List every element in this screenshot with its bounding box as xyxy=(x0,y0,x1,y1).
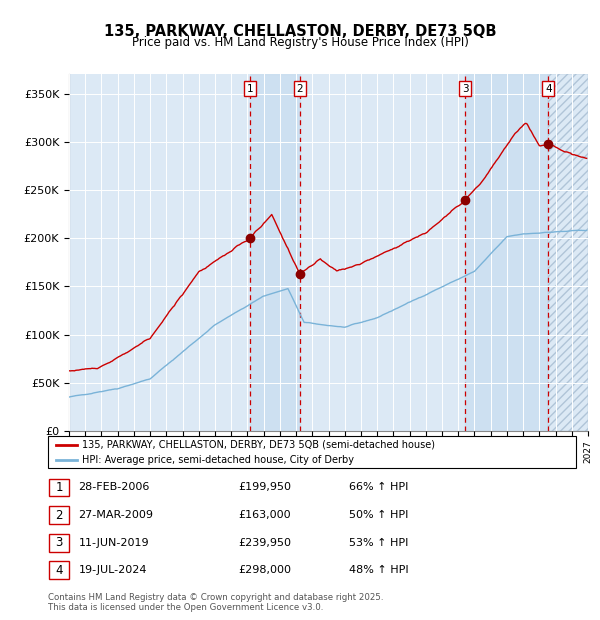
Text: 66% ↑ HPI: 66% ↑ HPI xyxy=(349,482,409,492)
Text: 27-MAR-2009: 27-MAR-2009 xyxy=(79,510,154,520)
Text: 4: 4 xyxy=(545,84,551,94)
Text: £298,000: £298,000 xyxy=(238,565,291,575)
Text: 3: 3 xyxy=(55,536,63,549)
Text: 2: 2 xyxy=(55,508,63,521)
FancyBboxPatch shape xyxy=(49,506,69,524)
Text: 4: 4 xyxy=(55,564,63,577)
Text: 3: 3 xyxy=(462,84,469,94)
Text: 48% ↑ HPI: 48% ↑ HPI xyxy=(349,565,409,575)
Text: 1: 1 xyxy=(247,84,253,94)
FancyBboxPatch shape xyxy=(48,436,576,468)
Text: 50% ↑ HPI: 50% ↑ HPI xyxy=(349,510,409,520)
Text: Contains HM Land Registry data © Crown copyright and database right 2025.
This d: Contains HM Land Registry data © Crown c… xyxy=(48,593,383,612)
Text: 53% ↑ HPI: 53% ↑ HPI xyxy=(349,538,409,547)
Text: 2: 2 xyxy=(296,84,303,94)
Text: £239,950: £239,950 xyxy=(238,538,291,547)
Text: Price paid vs. HM Land Registry's House Price Index (HPI): Price paid vs. HM Land Registry's House … xyxy=(131,36,469,49)
Text: £199,950: £199,950 xyxy=(238,482,291,492)
Text: 28-FEB-2006: 28-FEB-2006 xyxy=(79,482,150,492)
Bar xyxy=(250,74,300,431)
Text: £163,000: £163,000 xyxy=(238,510,291,520)
Bar xyxy=(548,74,588,431)
FancyBboxPatch shape xyxy=(49,561,69,579)
FancyBboxPatch shape xyxy=(49,534,69,552)
Text: 19-JUL-2024: 19-JUL-2024 xyxy=(79,565,147,575)
Text: HPI: Average price, semi-detached house, City of Derby: HPI: Average price, semi-detached house,… xyxy=(82,455,355,466)
Text: 11-JUN-2019: 11-JUN-2019 xyxy=(79,538,149,547)
Text: 1: 1 xyxy=(55,481,63,494)
Bar xyxy=(466,74,548,431)
Text: 135, PARKWAY, CHELLASTON, DERBY, DE73 5QB (semi-detached house): 135, PARKWAY, CHELLASTON, DERBY, DE73 5Q… xyxy=(82,440,436,450)
Text: 135, PARKWAY, CHELLASTON, DERBY, DE73 5QB: 135, PARKWAY, CHELLASTON, DERBY, DE73 5Q… xyxy=(104,24,496,38)
FancyBboxPatch shape xyxy=(49,479,69,497)
